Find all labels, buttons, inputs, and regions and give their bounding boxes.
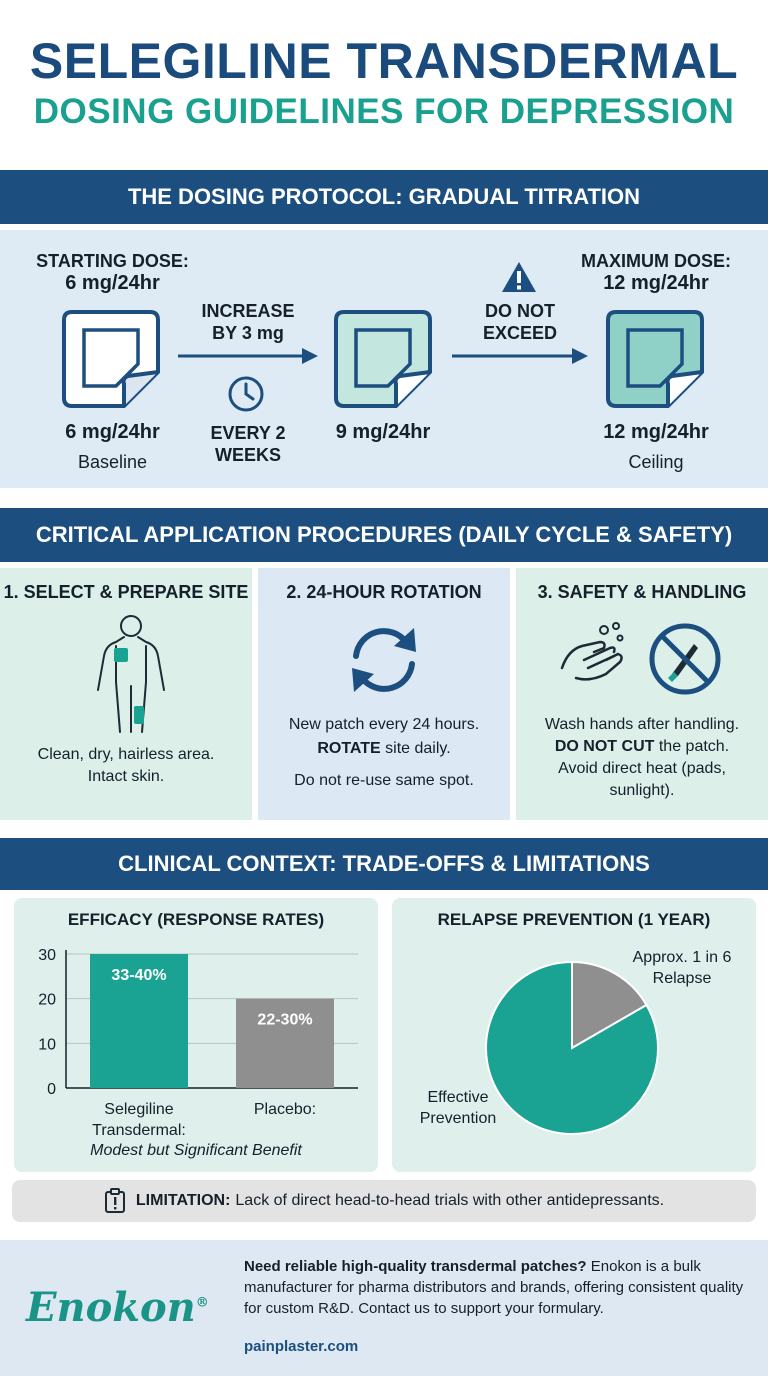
protocol-band: THE DOSING PROTOCOL: GRADUAL TITRATION: [0, 170, 768, 224]
page-subtitle: DOSING GUIDELINES FOR DEPRESSION: [33, 92, 735, 131]
start-dose-value: 6 mg/24hr: [65, 272, 160, 294]
bar: [236, 998, 334, 1088]
x-category-label: Transdermal:: [92, 1122, 186, 1139]
warning-icon: [502, 262, 536, 292]
efficacy-bar-chart: 0 10 20 30 33-40% Selegiline Transdermal: 22-30…: [38, 947, 358, 1139]
footer-question: Need reliable high-quality transdermal p…: [244, 1258, 587, 1275]
card-text-site-1: Clean, dry, hairless area.: [37, 746, 215, 763]
y-tick-label: 10: [38, 1036, 56, 1053]
card-text-safety-4: sunlight).: [609, 782, 675, 799]
procedures-band: CRITICAL APPLICATION PROCEDURES (DAILY C…: [0, 508, 768, 562]
card-title-rotation: 2. 24-HOUR ROTATION: [286, 582, 482, 602]
limitation-label: LIMITATION:: [135, 1192, 231, 1209]
website-link[interactable]: painplaster.com: [244, 1338, 359, 1355]
procedure-card-safety: 3. SAFETY & HANDLING Wash hands after ha…: [516, 568, 768, 820]
bar: [90, 954, 188, 1088]
card-text-safety-1: Wash hands after handling.: [544, 716, 740, 733]
procedure-card-rotation: 2. 24-HOUR ROTATION New patch every 24 h…: [258, 568, 510, 820]
footer: Enokon® Need reliable high-quality trans…: [0, 1240, 768, 1376]
card-text-rotation-1: New patch every 24 hours.: [288, 716, 480, 733]
increase-line2: BY 3 mg: [212, 323, 284, 343]
warn-line2: EXCEED: [482, 323, 558, 343]
step-note-1: Baseline: [77, 452, 148, 472]
every-line1: EVERY 2: [210, 423, 286, 443]
hand-wash-icon: [560, 622, 624, 681]
protocol-panel: STARTING DOSE: 6 mg/24hr MAXIMUM DOSE: 1…: [0, 230, 768, 488]
x-category-label: Placebo:: [254, 1101, 316, 1118]
context-band: CLINICAL CONTEXT: TRADE-OFFS & LIMITATIO…: [0, 838, 768, 890]
card-text-safety-3: Avoid direct heat (pads,: [558, 760, 726, 777]
increase-line1: INCREASE: [201, 301, 295, 321]
limitation-banner: LIMITATION: Lack of direct head-to-head …: [12, 1180, 756, 1222]
efficacy-caption: Modest but Significant Benefit: [90, 1142, 302, 1159]
max-dose-label: MAXIMUM DOSE:: [581, 251, 731, 271]
no-cut-rest: the patch.: [654, 738, 730, 755]
efficacy-card: EFFICACY (RESPONSE RATES) 0 10 20 30 33-40% S…: [14, 898, 378, 1172]
warn-line1: DO NOT: [485, 301, 555, 321]
rotate-emphasis: ROTATE: [317, 740, 381, 757]
procedure-card-site: 1. SELECT & PREPARE SITE Clean, dry, hai…: [0, 568, 252, 820]
step-dose-1: 6 mg/24hr: [65, 421, 160, 443]
footer-body: Enokon is a bulk manufacturer for pharma…: [244, 1258, 744, 1317]
logo-registered-mark: ®: [195, 1295, 209, 1311]
step-dose-3: 12 mg/24hr: [603, 421, 709, 443]
pie-slice-label: Relapse: [653, 970, 712, 987]
no-cut-icon: [649, 623, 721, 695]
max-dose-value: 12 mg/24hr: [603, 272, 709, 294]
step-note-3: Ceiling: [628, 452, 684, 472]
y-tick-label: 0: [47, 1081, 56, 1098]
start-dose-label: STARTING DOSE:: [36, 251, 189, 271]
bar-data-label: 33-40%: [111, 967, 166, 984]
rotate-rest: site daily.: [380, 740, 451, 757]
every-line2: WEEKS: [214, 445, 281, 465]
card-title-site: 1. SELECT & PREPARE SITE: [3, 582, 249, 602]
card-text-site-2: Intact skin.: [87, 768, 165, 785]
body-outline-icon: [97, 615, 165, 733]
x-category-label: Selegiline: [104, 1101, 173, 1118]
arrow-right-icon: [178, 348, 318, 364]
pie-slice-label: Approx. 1 in 6: [633, 949, 732, 966]
brand-logo: Enokon®: [26, 1284, 209, 1331]
card-title-safety: 3. SAFETY & HANDLING: [537, 582, 747, 602]
y-tick-label: 20: [38, 992, 56, 1009]
patch-icon-12mg: [606, 310, 704, 408]
relapse-card: RELAPSE PREVENTION (1 YEAR) Approx. 1 in…: [392, 898, 756, 1172]
relapse-pie-chart: Approx. 1 in 6 Relapse Effective Prevention: [420, 949, 732, 1135]
pie-slice-label: Prevention: [420, 1110, 497, 1127]
no-cut-emphasis: DO NOT CUT: [554, 738, 655, 755]
step-dose-2: 9 mg/24hr: [335, 421, 431, 443]
relapse-title: RELAPSE PREVENTION (1 YEAR): [437, 910, 711, 929]
pie-slice-label: Effective: [427, 1089, 488, 1106]
patch-icon-9mg: [334, 310, 432, 408]
y-tick-label: 30: [38, 947, 56, 964]
efficacy-title: EFFICACY (RESPONSE RATES): [67, 910, 325, 929]
footer-description: Need reliable high-quality transdermal p…: [244, 1256, 754, 1319]
card-text-rotation-2: ROTATE site daily.: [258, 738, 510, 760]
pie-slice: [485, 960, 659, 1135]
patch-icon-6mg: [62, 310, 160, 408]
card-text-rotation-3: Do not re-use same spot.: [294, 772, 474, 789]
clipboard-alert-icon: [104, 1188, 125, 1213]
clock-icon: [228, 376, 264, 412]
arrow-right-icon-2: [452, 348, 588, 364]
logo-text: Enokon: [26, 1284, 196, 1331]
pie-slice: [571, 960, 648, 1050]
header: SELEGILINE TRANSDERMAL DOSING GUIDELINES…: [0, 0, 768, 170]
rotate-icon: [352, 628, 416, 692]
bar-data-label: 22-30%: [257, 1012, 312, 1029]
limitation-text: Lack of direct head-to-head trials with …: [235, 1192, 665, 1209]
card-text-safety-2: DO NOT CUT the patch.: [516, 736, 768, 758]
page-title: SELEGILINE TRANSDERMAL: [29, 33, 739, 89]
